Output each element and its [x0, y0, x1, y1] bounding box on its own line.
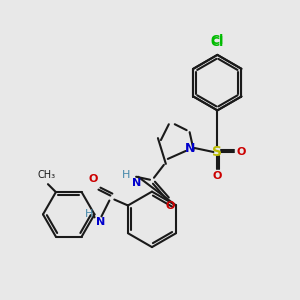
Text: N: N: [184, 142, 195, 154]
Text: Cl: Cl: [211, 34, 224, 47]
Text: O: O: [165, 200, 175, 211]
Text: N: N: [97, 218, 106, 227]
Text: H: H: [85, 209, 94, 219]
Text: Cl: Cl: [211, 36, 224, 49]
Text: O: O: [89, 174, 98, 184]
Text: O: O: [213, 171, 222, 181]
Text: S: S: [212, 145, 222, 159]
Text: N: N: [132, 178, 141, 188]
Text: CH₃: CH₃: [38, 170, 56, 180]
Text: O: O: [236, 147, 246, 157]
Text: H: H: [122, 170, 130, 180]
